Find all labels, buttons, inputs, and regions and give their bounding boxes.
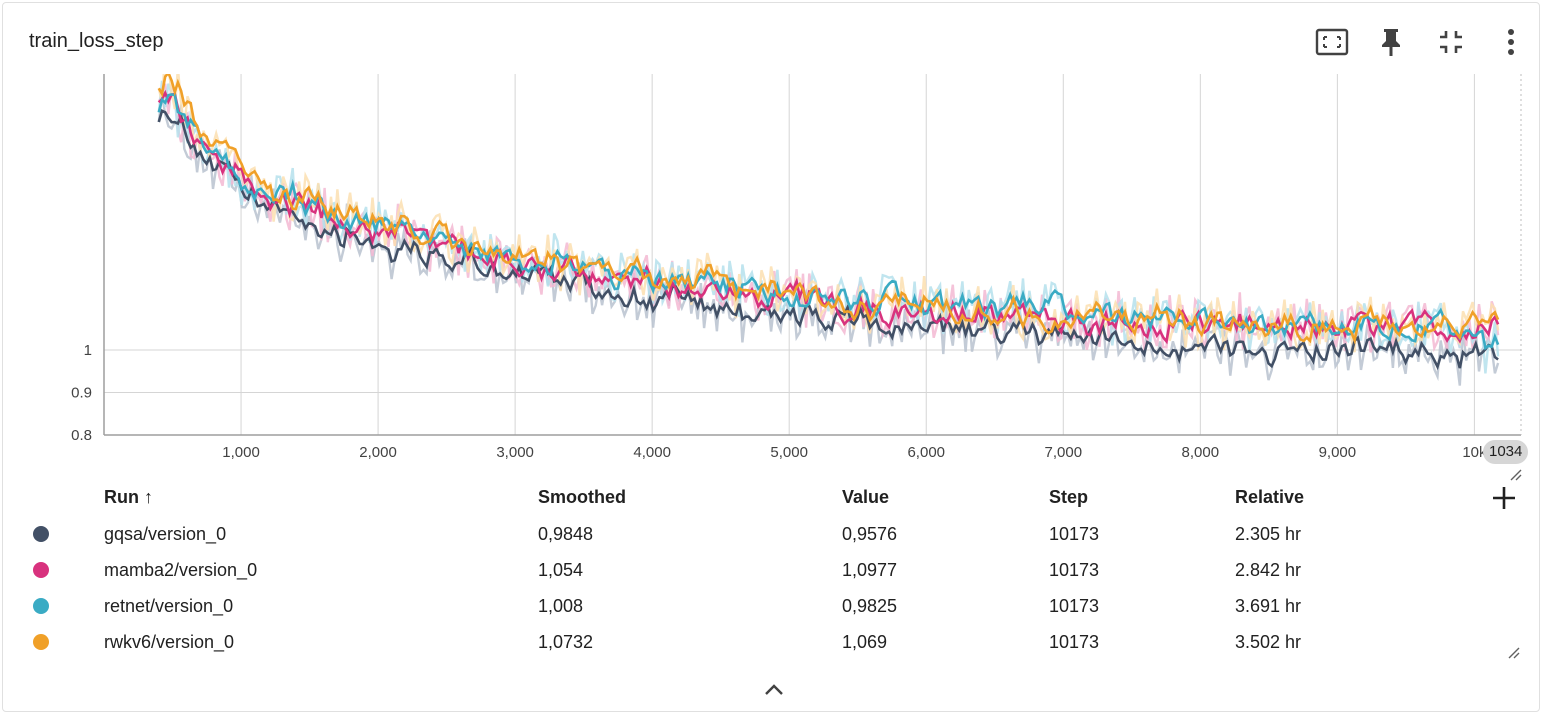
line-chart[interactable]: 1,000 2,000 3,000 4,000 5,000 6,000 7,000 8,000…	[0, 60, 1544, 480]
step-value: 10173	[1049, 524, 1100, 544]
smoothed-value: 1,054	[538, 560, 584, 580]
run-color-dot	[33, 562, 49, 578]
x-tick-label: 7,000	[1045, 444, 1083, 461]
col-run-header[interactable]: Run ↑	[104, 487, 153, 507]
fullscreen-exit-icon	[1440, 31, 1462, 53]
x-tick-label: 5,000	[770, 444, 808, 461]
step-value: 10173	[1049, 632, 1100, 652]
fit-to-domain-icon	[1315, 28, 1349, 56]
x-tick-label: 2,000	[359, 444, 397, 461]
step-value: 10173	[1049, 560, 1100, 580]
chart-area[interactable]: 1,000 2,000 3,000 4,000 5,000 6,000 7,000 8,000…	[0, 60, 1544, 480]
run-name: mamba2/version_0	[104, 560, 258, 580]
col-step-header[interactable]: Step	[1049, 487, 1089, 507]
col-smoothed-header[interactable]: Smoothed	[538, 487, 626, 507]
raw-value: 1,0977	[842, 560, 898, 580]
y-tick-label: 0.9	[71, 385, 92, 402]
y-tick-label: 0.8	[71, 427, 92, 444]
table-row[interactable]: gqsa/version_0 0,9848 0,9576 10173 2.305…	[0, 516, 1540, 552]
add-column-icon[interactable]	[1490, 484, 1518, 512]
x-tick-label: 6,000	[907, 444, 945, 461]
run-name: retnet/version_0	[104, 596, 234, 616]
card-title: train_loss_step	[29, 30, 164, 52]
series-smoothed-line	[157, 108, 1499, 371]
table-row[interactable]: mamba2/version_0 1,054 1,0977 10173 2.84…	[0, 552, 1540, 588]
relative-time: 2.842 hr	[1235, 560, 1302, 580]
table-row[interactable]: retnet/version_0 1,008 0,9825 10173 3.69…	[0, 588, 1540, 624]
run-name: rwkv6/version_0	[104, 632, 235, 652]
run-color-dot	[33, 598, 49, 614]
series-smoothed-line	[157, 74, 1500, 345]
hover-step-badge: 1034	[1483, 440, 1529, 464]
x-tick-label: 8,000	[1182, 444, 1220, 461]
run-color-dot	[33, 634, 49, 650]
table-resize-icon[interactable]	[1507, 646, 1521, 660]
pin-icon	[1382, 29, 1400, 56]
x-tick-label: 1,000	[222, 444, 260, 461]
x-tick-label: 4,000	[633, 444, 671, 461]
run-color-dot	[33, 526, 49, 542]
smoothed-value: 1,0732	[538, 632, 594, 652]
col-value-header[interactable]: Value	[842, 487, 890, 507]
smoothed-value: 1,008	[538, 596, 584, 616]
more-vert-icon	[1508, 29, 1514, 55]
fullscreen-exit-button[interactable]	[1433, 25, 1469, 59]
step-value: 10173	[1049, 596, 1100, 616]
table-row[interactable]: rwkv6/version_0 1,0732 1,069 10173 3.502…	[0, 624, 1540, 660]
run-name: gqsa/version_0	[104, 524, 227, 544]
relative-time: 3.691 hr	[1235, 596, 1302, 616]
x-tick-label: 9,000	[1319, 444, 1357, 461]
relative-time: 3.502 hr	[1235, 632, 1302, 652]
raw-value: 0,9825	[842, 596, 898, 616]
series-raw-line	[157, 93, 1500, 386]
y-tick-label: 1	[84, 342, 92, 359]
chevron-up-icon[interactable]	[762, 682, 786, 698]
smoothed-value: 0,9848	[538, 524, 594, 544]
pin-button[interactable]	[1373, 25, 1409, 59]
x-tick-label: 10k	[1462, 444, 1487, 461]
raw-value: 1,069	[842, 632, 888, 652]
more-options-button[interactable]	[1493, 25, 1529, 59]
col-relative-header[interactable]: Relative	[1235, 487, 1305, 507]
chart-resize-icon[interactable]	[1509, 468, 1523, 482]
fit-to-domain-button[interactable]	[1314, 25, 1350, 59]
raw-value: 0,9576	[842, 524, 898, 544]
series-smoothed-line	[157, 89, 1500, 345]
relative-time: 2.305 hr	[1235, 524, 1302, 544]
x-tick-label: 3,000	[496, 444, 534, 461]
